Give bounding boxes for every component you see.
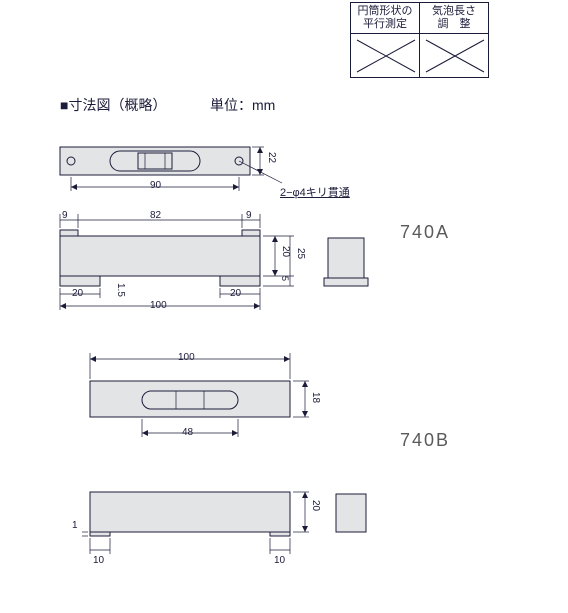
dim-20R: 20 [230,288,241,299]
dim-22: 22 [266,152,277,163]
dim-100: 100 [150,300,167,311]
section-title: ■寸法図（概略） [60,95,166,115]
drawing-740A-end [320,230,380,300]
dim-9R: 9 [246,210,252,221]
dim-90: 90 [150,180,161,191]
note-holes: 2−φ4キリ貫通 [280,184,350,200]
drawing-740B-top [80,345,330,460]
header1-l1: 円筒形状の [358,5,413,17]
drawing-740A-side [50,208,300,318]
dim-B48: 48 [182,427,193,438]
dim-B18: 18 [310,392,321,403]
dim-5: 5 [280,276,290,281]
table-header-cylinder: 円筒形状の 平行測定 [350,2,420,34]
drawing-740B-side [80,480,330,575]
drawing-740A-top [50,125,300,205]
header2-l2: 調 整 [438,18,471,30]
table-cell-1 [350,34,420,78]
dim-B10L: 10 [93,555,104,566]
unit-label: 単位：mm [210,95,275,115]
model-740B: 740B [400,430,450,451]
table-cell-2 [419,34,489,78]
dim-25: 25 [295,248,306,259]
dim-B100: 100 [178,352,195,363]
dim-20L: 20 [72,288,83,299]
table-header-bubble: 気泡長さ 調 整 [419,2,489,34]
dim-B20: 20 [310,500,321,511]
dim-1-5: 1.5 [115,283,126,297]
header2-l1: 気泡長さ [432,5,476,17]
dim-B1: 1 [72,520,78,531]
dim-9L: 9 [62,210,68,221]
model-740A: 740A [400,222,450,243]
dim-82: 82 [150,210,161,221]
header1-l2: 平行測定 [363,18,407,30]
dim-B10R: 10 [274,555,285,566]
drawing-740B-end [330,490,380,545]
dim-20h: 20 [280,246,291,257]
